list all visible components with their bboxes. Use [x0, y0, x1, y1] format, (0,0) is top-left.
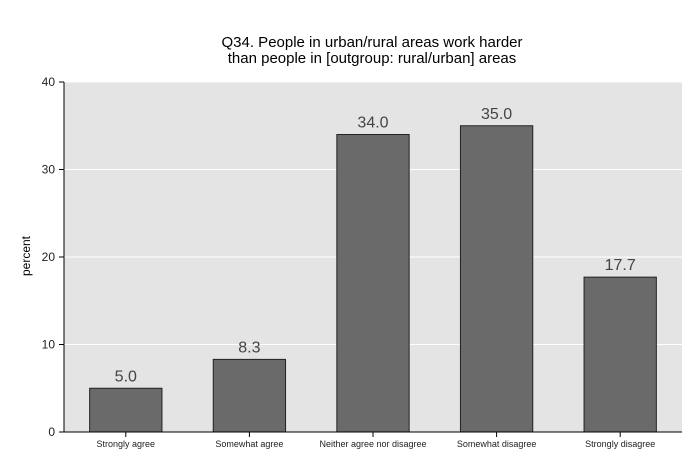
data-label: 17.7	[605, 257, 636, 274]
bar	[583, 276, 657, 433]
x-tick-label: Neither agree nor disagree	[319, 439, 426, 449]
x-tick-label: Somewhat disagree	[457, 439, 537, 449]
x-tick-label: Somewhat agree	[215, 439, 283, 449]
bars	[89, 125, 657, 433]
y-tick-label: 0	[48, 425, 55, 439]
data-label: 35.0	[481, 106, 512, 123]
data-label: 5.0	[115, 368, 137, 385]
y-tick-label: 10	[42, 338, 56, 352]
bar	[336, 134, 410, 433]
bar	[89, 387, 163, 433]
x-tick-label: Strongly agree	[97, 439, 156, 449]
y-tick-label: 20	[42, 250, 56, 264]
chart-subtitle: than people in [outgroup: rural/urban] a…	[228, 50, 517, 67]
data-labels: 5.0 8.3 34.0 35.0 17.7	[115, 106, 636, 386]
y-tick-label: 40	[42, 75, 56, 89]
chart-title: Q34. People in urban/rural areas work ha…	[222, 34, 523, 51]
data-label: 8.3	[238, 339, 260, 356]
y-axis-label: percent	[19, 235, 33, 276]
bar	[459, 125, 534, 433]
data-label: 34.0	[357, 115, 388, 132]
bar	[212, 358, 287, 433]
y-tick-label: 30	[42, 163, 56, 177]
x-tick-label: Strongly disagree	[585, 439, 655, 449]
axes: 0 10 20 30 40 Strongly agree Somewhat agree Nei…	[42, 75, 682, 449]
